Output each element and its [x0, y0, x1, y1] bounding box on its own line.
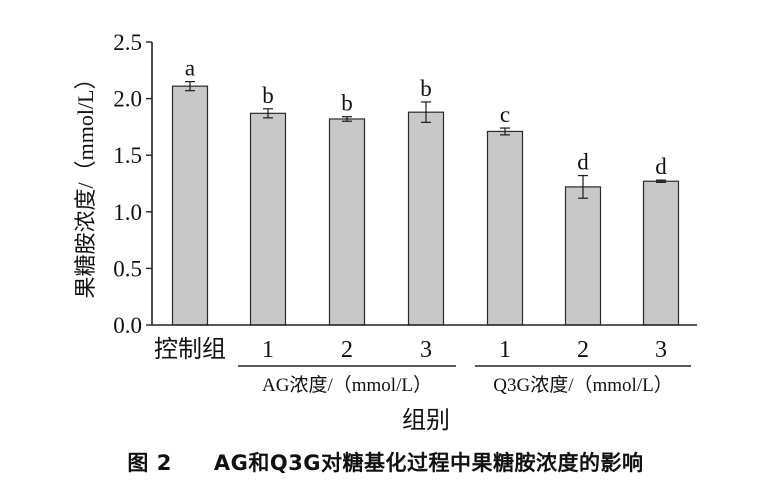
bar: [328, 118, 366, 326]
y-ticks: 0.0 0.5 1.0 1.5 2.0 2.5: [113, 30, 152, 338]
y-tick-label: 2.0: [113, 87, 142, 112]
significance-label: b: [341, 91, 353, 116]
error-bar: [578, 174, 588, 199]
error-bar: [421, 101, 431, 123]
error-bar: [263, 108, 273, 119]
figure-caption: 图 2 AG和Q3G对糖基化过程中果糖胺浓度的影响: [0, 447, 771, 477]
x-tick-label: 1: [262, 337, 274, 363]
y-tick-label: 2.5: [113, 30, 142, 55]
y-tick-label: 0.0: [113, 313, 142, 338]
bar: [642, 180, 680, 326]
significance-label: a: [185, 56, 195, 81]
x-tick-label: 3: [655, 337, 667, 363]
group-labels: AG浓度/（mmol/L） Q3G浓度/（mmol/L）: [238, 365, 691, 396]
x-tick-label: 2: [577, 337, 589, 363]
group-label: Q3G浓度/（mmol/L）: [493, 374, 672, 396]
x-tick-label: 1: [499, 337, 511, 363]
x-tick-label: 2: [341, 337, 353, 363]
x-tick-label: 控制组: [154, 336, 226, 363]
group-label: AG浓度/（mmol/L）: [262, 374, 432, 396]
significance-label: b: [262, 83, 274, 108]
bars: a b b b c d d: [171, 56, 680, 326]
y-tick-label: 0.5: [113, 256, 142, 281]
error-bar: [342, 116, 352, 122]
bar: [249, 112, 287, 326]
bar: [564, 186, 602, 326]
bar: [486, 130, 524, 326]
significance-label: d: [577, 150, 589, 175]
significance-label: b: [420, 76, 432, 101]
error-bar: [656, 179, 666, 183]
x-axis-title: 组别: [402, 407, 450, 434]
error-bar: [500, 127, 510, 136]
y-axis-title: 果糖胺浓度/（mmol/L）: [73, 67, 98, 298]
bar: [407, 111, 445, 326]
y-tick-label: 1.5: [113, 143, 142, 168]
x-tick-label: 3: [420, 337, 432, 363]
significance-label: d: [655, 154, 667, 179]
axes: [151, 42, 697, 326]
significance-label: c: [500, 102, 510, 127]
figure-number: 图 2: [127, 451, 172, 475]
figure-caption-text: AG和Q3G对糖基化过程中果糖胺浓度的影响: [213, 451, 644, 475]
x-tick-labels: 控制组 1 2 3 1 2 3: [154, 336, 667, 363]
bar-chart: a b b b c d d 0.0 0.5 1.0 1.5 2.0 2.5 控制组 1 2 3 1 2 3 AG浓…: [73, 30, 697, 434]
y-tick-label: 1.0: [113, 200, 142, 225]
bar: [171, 85, 209, 326]
error-bar: [185, 81, 195, 92]
